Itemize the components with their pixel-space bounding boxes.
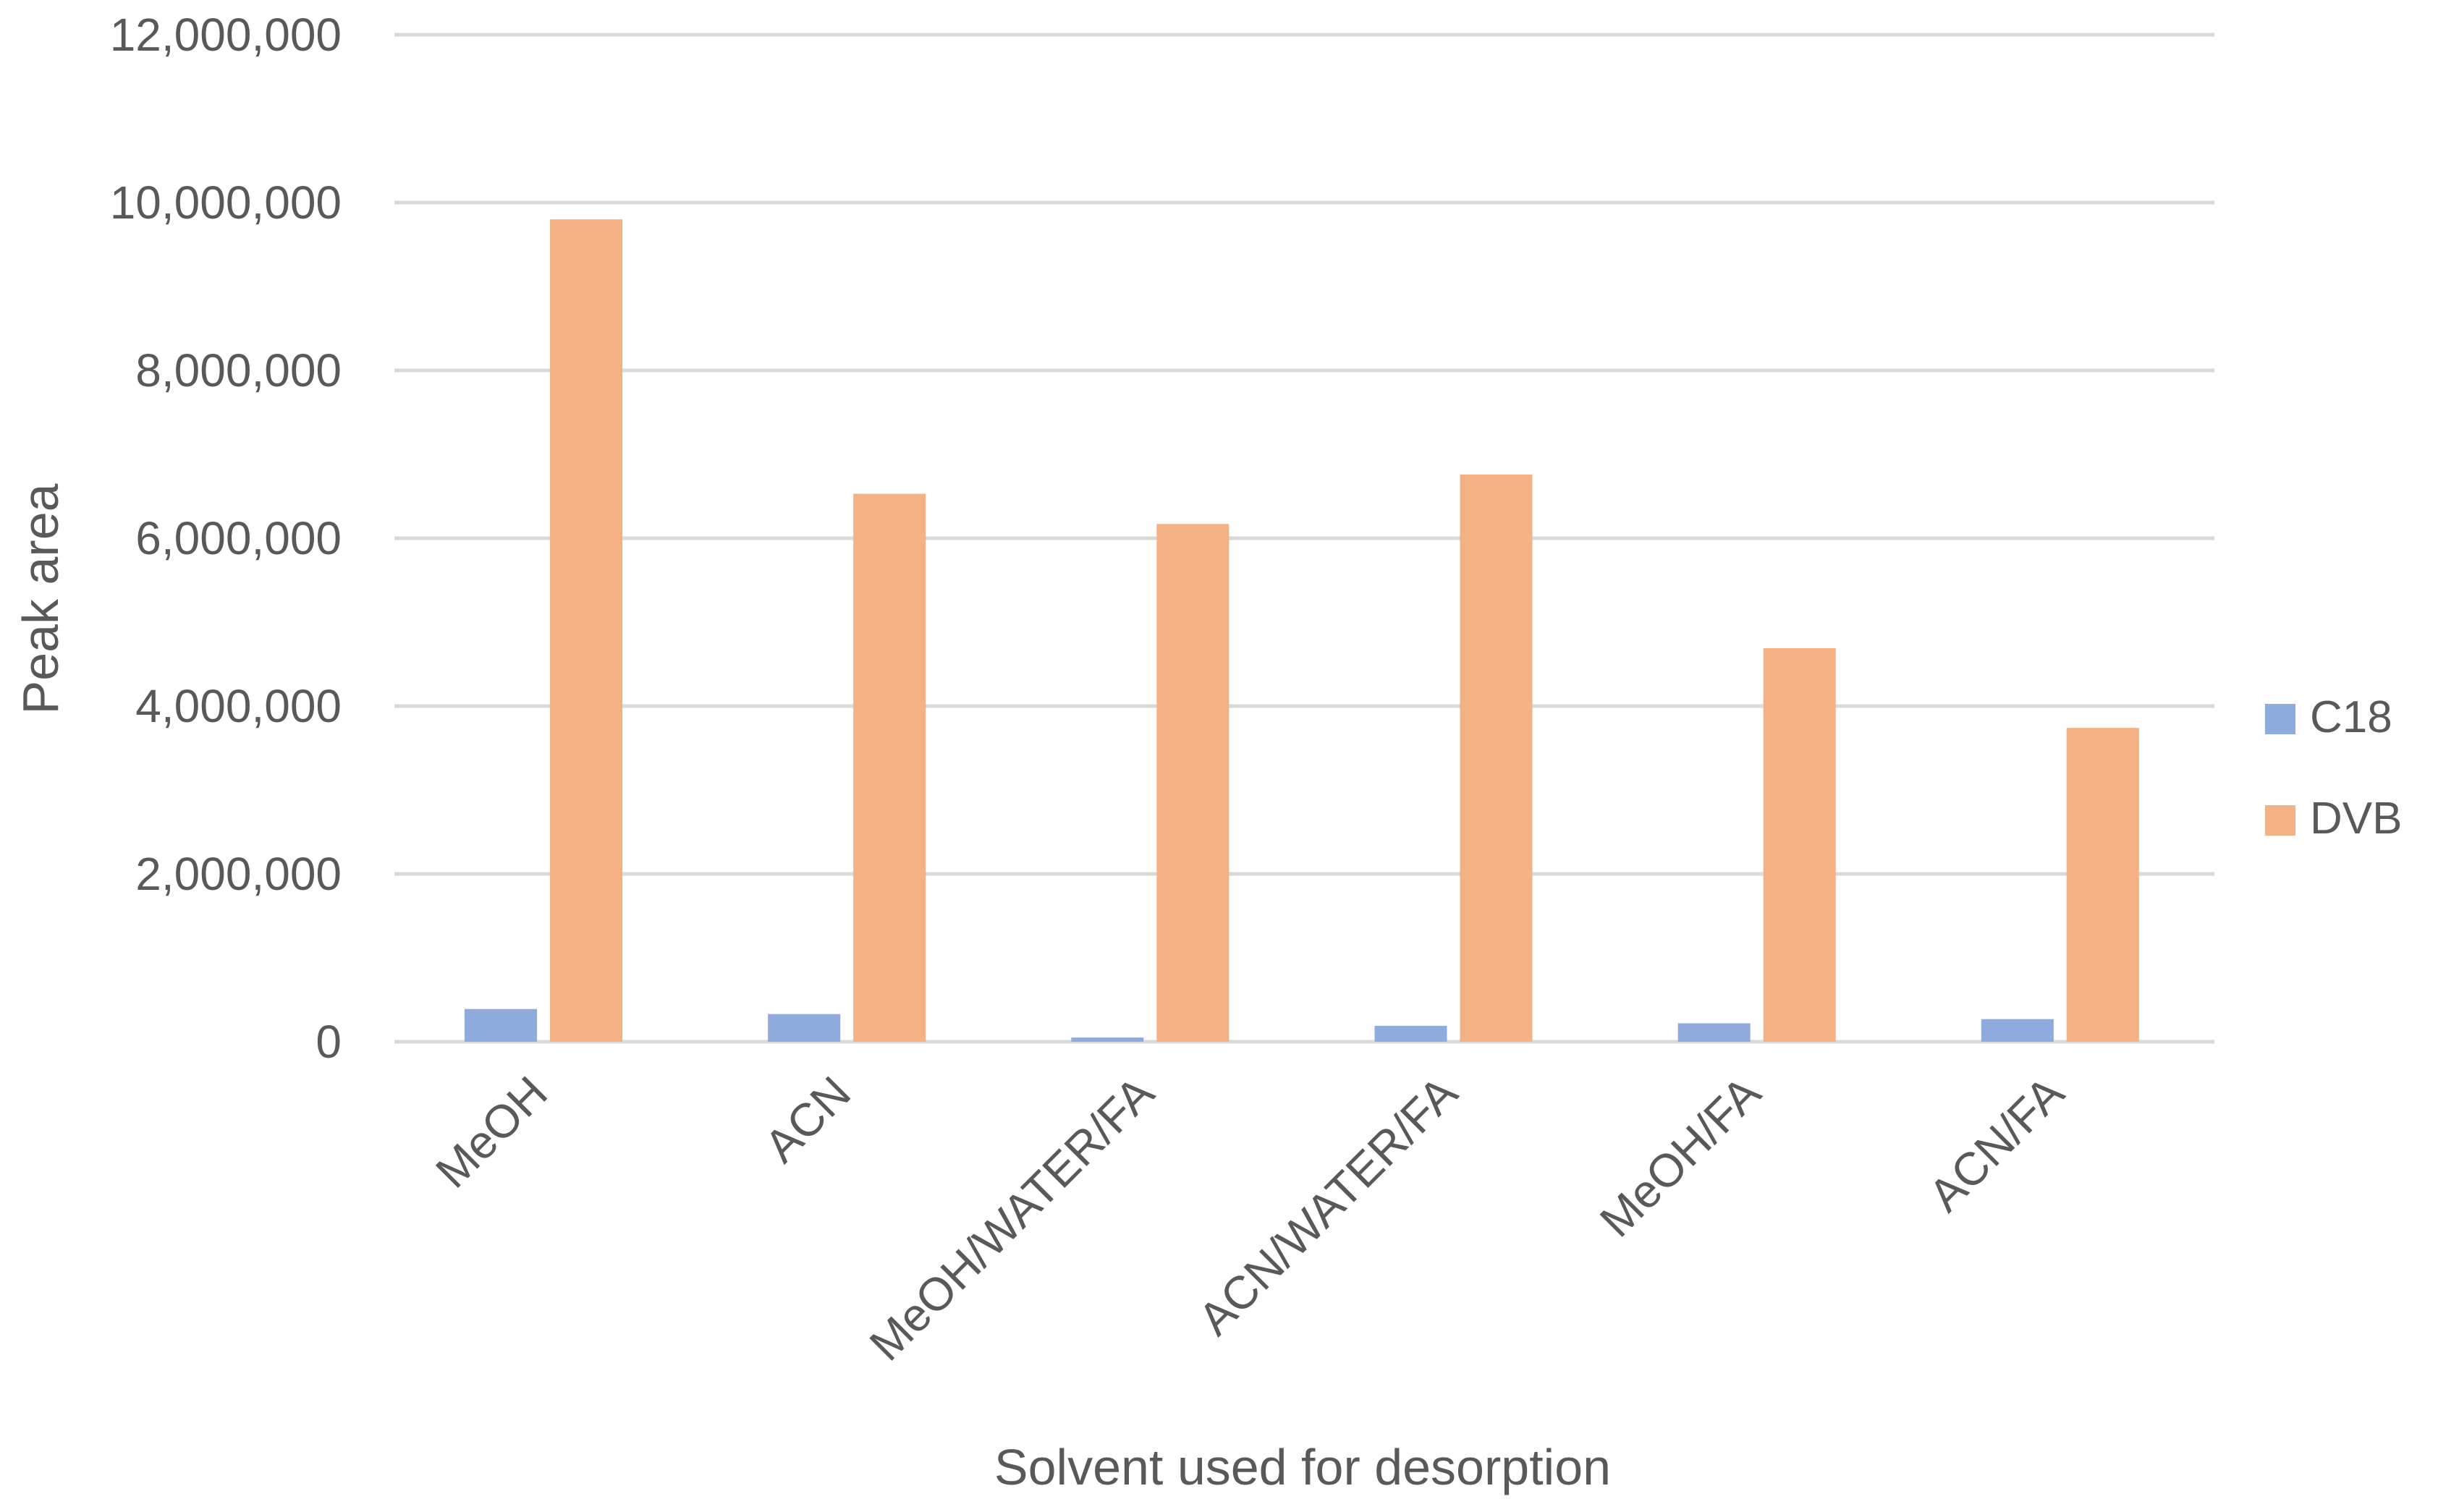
legend-label-c18: C18: [2310, 692, 2392, 742]
y-tick-label: 0: [316, 1016, 342, 1068]
x-tick-label: MeOH/WATER/FA: [860, 1066, 1164, 1371]
bar-c18-3: [1374, 1025, 1447, 1042]
bar-c18-5: [1981, 1019, 2054, 1042]
x-axis-title: Solvent used for desorption: [994, 1439, 1611, 1495]
x-tick-label: ACN/WATER/FA: [1188, 1066, 1468, 1346]
y-axis-title: Peak area: [12, 483, 69, 714]
bar-dvb-5: [2066, 728, 2139, 1042]
gridlines: [394, 33, 2214, 1044]
y-tick-label: 4,000,000: [135, 680, 342, 732]
bar-c18-4: [1677, 1023, 1751, 1042]
x-tick-label: ACN/FA: [1918, 1066, 2074, 1222]
bar-c18-0: [465, 1008, 537, 1042]
bar-dvb-4: [1763, 647, 1836, 1042]
legend-swatch-c18: [2265, 704, 2295, 734]
y-tick-label: 8,000,000: [135, 344, 342, 396]
bar-dvb-3: [1460, 474, 1533, 1042]
y-tick-label: 6,000,000: [135, 512, 342, 564]
x-tick-label: MeOH/FA: [1590, 1066, 1771, 1247]
bars: [465, 219, 2139, 1042]
legend-swatch-dvb: [2265, 805, 2295, 836]
legend-label-dvb: DVB: [2310, 794, 2402, 844]
y-tick-label: 12,000,000: [110, 9, 342, 61]
y-axis-ticks: 0 2,000,000 4,000,000 6,000,000 8,000,000 10,…: [110, 9, 342, 1068]
bar-c18-1: [768, 1014, 841, 1042]
legend: C18 DVB: [2265, 692, 2402, 844]
x-tick-label: MeOH: [426, 1066, 557, 1198]
bar-c18-2: [1071, 1037, 1144, 1042]
x-tick-label: ACN: [755, 1066, 860, 1172]
bar-dvb-1: [853, 493, 926, 1042]
y-tick-label: 10,000,000: [110, 177, 342, 229]
bar-dvb-0: [550, 219, 622, 1042]
bar-dvb-2: [1156, 524, 1230, 1042]
y-tick-label: 2,000,000: [135, 848, 342, 900]
